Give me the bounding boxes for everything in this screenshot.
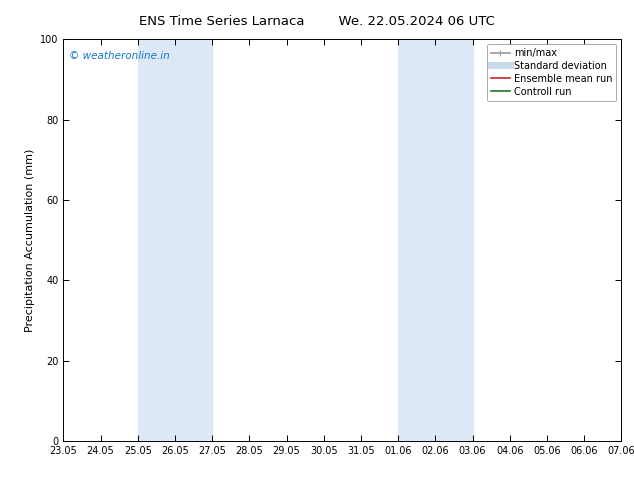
Bar xyxy=(138,39,212,441)
Text: © weatheronline.in: © weatheronline.in xyxy=(69,51,170,61)
Legend: min/max, Standard deviation, Ensemble mean run, Controll run: min/max, Standard deviation, Ensemble me… xyxy=(487,44,616,100)
Bar xyxy=(398,39,472,441)
Text: ENS Time Series Larnaca        We. 22.05.2024 06 UTC: ENS Time Series Larnaca We. 22.05.2024 0… xyxy=(139,15,495,28)
Y-axis label: Precipitation Accumulation (mm): Precipitation Accumulation (mm) xyxy=(25,148,35,332)
